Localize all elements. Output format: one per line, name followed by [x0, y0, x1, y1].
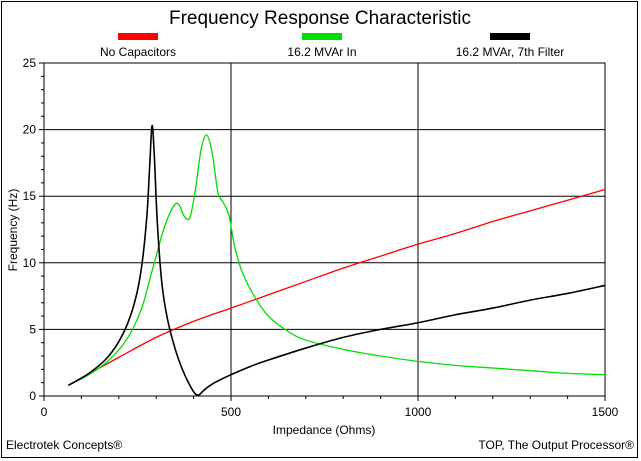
footer-left: Electrotek Concepts® — [6, 438, 122, 452]
y-tick-label-5: 25 — [23, 56, 37, 70]
y-tick-label-0: 0 — [29, 389, 36, 403]
legend-swatch-7th-filter — [490, 33, 530, 40]
plot-area — [43, 62, 606, 397]
legend-label-no-capacitors: No Capacitors — [100, 45, 176, 59]
y-tick-label-2: 10 — [23, 256, 37, 270]
series-line-16-2-mvar-in — [68, 134, 606, 386]
chart-title: Frequency Response Characteristic — [169, 8, 471, 29]
footer-right: TOP, The Output Processor® — [478, 438, 634, 452]
series-line-no-capacitors — [67, 188, 606, 386]
x-tick-label-0: 0 — [41, 405, 48, 419]
series-layer — [67, 124, 606, 397]
y-tick-label-4: 20 — [23, 123, 37, 137]
legend-swatch-no-capacitors — [118, 33, 158, 40]
x-tick-label-1: 500 — [221, 405, 241, 419]
x-tick-label-3: 1500 — [592, 405, 619, 419]
legend-swatch-16-2-mvar-in — [302, 33, 342, 40]
legend: No Capacitors 16.2 MVAr In 16.2 MVAr, 7t… — [100, 33, 564, 59]
legend-label-16-2-mvar-in: 16.2 MVAr In — [287, 45, 356, 59]
x-axis-label: Impedance (Ohms) — [273, 423, 376, 437]
grid-lines — [44, 63, 605, 396]
legend-label-7th-filter: 16.2 MVAr, 7th Filter — [456, 45, 565, 59]
x-tick-label-2: 1000 — [405, 405, 432, 419]
minor-ticks — [39, 62, 606, 401]
tick-labels: 0 500 1000 1500 0 5 10 15 20 25 — [23, 56, 619, 419]
y-tick-label-3: 15 — [23, 189, 37, 203]
y-axis-label: Frequency (Hz) — [6, 189, 20, 272]
y-tick-label-1: 5 — [29, 322, 36, 336]
series-line-16-2-mvar-7th-filter — [67, 124, 606, 397]
